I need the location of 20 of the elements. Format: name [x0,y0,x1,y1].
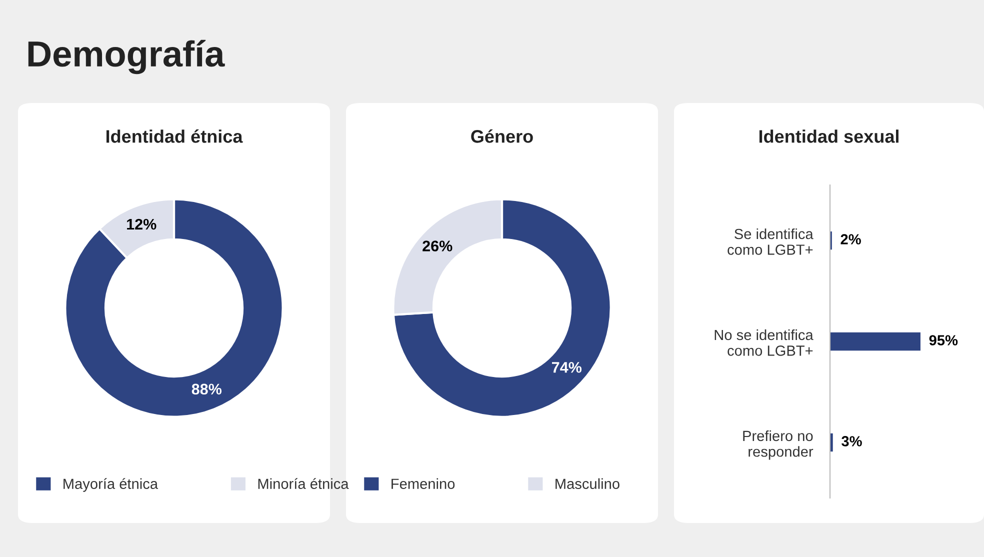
donut-slice [64,198,284,418]
chart-title: Identidad étnica [106,129,243,143]
legend-label: Mayoría étnica [64,478,158,492]
data-label: 26% [422,240,452,252]
data-label: 3% [842,436,862,446]
y-tick-label: Prefiero no responder [743,430,814,460]
data-label: 2% [840,234,861,244]
slice-label: Femenino [392,478,455,489]
legend-label: Minoría étnica [258,478,349,489]
chart-title: Género [471,129,533,143]
donut-slice [392,198,612,418]
legend-label: Masculino [556,478,620,489]
data-label: 74% [552,362,582,373]
y-tick-label: Se identifica como LGBT+ [728,228,814,255]
text: Demografía [28,40,225,74]
y-tick-label: No se identifica como LGBT+ [714,329,814,356]
chart-title: Identidad sexual [759,130,898,143]
data-label: 12% [127,218,156,230]
data-label: 88% [192,384,222,395]
data-label: 95% [929,335,958,346]
